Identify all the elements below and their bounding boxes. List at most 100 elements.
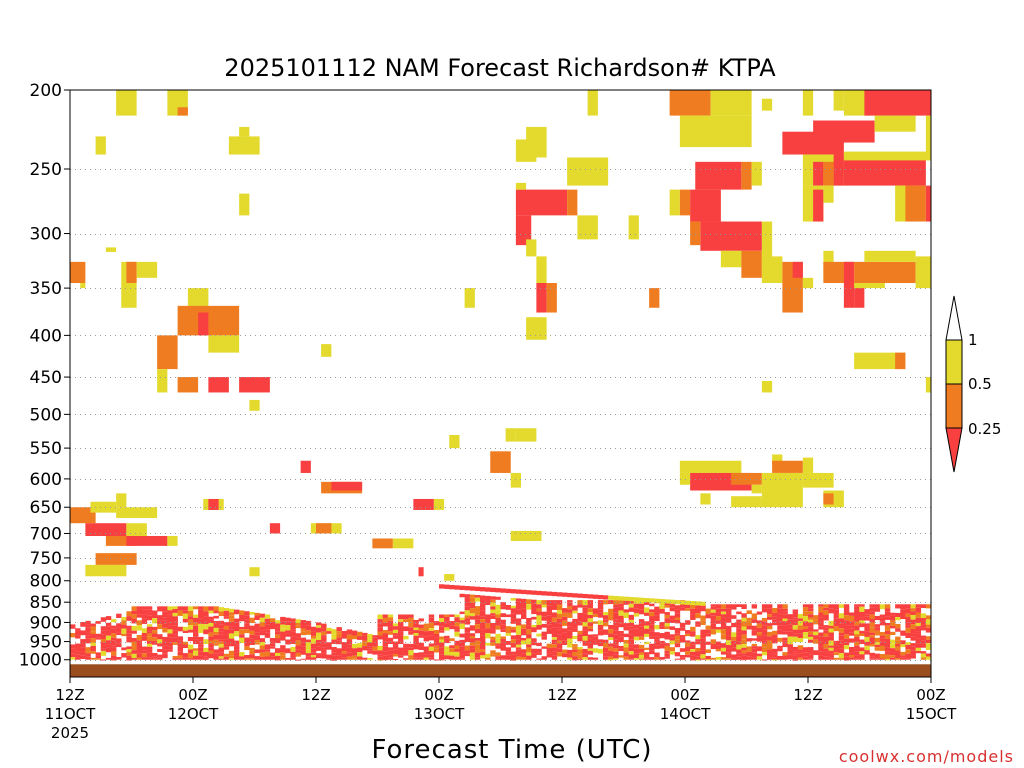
ri-cell-yellow: [182, 613, 189, 619]
ri-cell-yellow: [469, 613, 476, 617]
ri-cell-red: [628, 614, 635, 620]
ri-cell-orange: [254, 642, 260, 645]
x-tick-label: 00Z: [670, 686, 699, 704]
ri-cell-orange: [295, 640, 301, 646]
ri-cell-red: [695, 624, 701, 627]
ri-cell-yellow: [618, 610, 624, 614]
ri-cell-red: [223, 639, 230, 644]
ri-cell-red: [357, 636, 363, 640]
ri-cell-red: [613, 612, 619, 617]
ri-cell-red: [690, 644, 696, 650]
ri-cell-red: [136, 653, 143, 658]
ri-cell-red: [710, 644, 717, 650]
ri-cell-red: [669, 634, 676, 638]
ri-cell-red: [346, 652, 353, 657]
ri-cell-red: [536, 625, 542, 630]
ri-cell-orange: [900, 651, 906, 656]
ri-cell-red: [264, 649, 271, 652]
ri-cell-red: [428, 617, 435, 623]
ri-cell-yellow: [249, 399, 260, 411]
ri-cell-red: [925, 639, 931, 644]
ri-cell-yellow: [741, 644, 747, 648]
ri-cell-red: [116, 632, 122, 636]
ri-cell-orange: [838, 628, 845, 633]
ri-cell-red: [705, 641, 711, 645]
ri-cell-red: [203, 629, 209, 635]
y-tick-label: 300: [30, 225, 62, 245]
ri-cell-red: [900, 604, 906, 610]
ri-cell-red: [726, 648, 732, 653]
ri-cell-red: [690, 614, 696, 620]
ri-cell-red: [213, 623, 219, 628]
ri-cell-orange: [915, 612, 922, 618]
ri-cell-red: [254, 627, 260, 633]
ri-cell-orange: [152, 630, 158, 634]
ri-cell-yellow: [925, 656, 931, 660]
ri-cell-red: [162, 653, 168, 659]
ri-cell-red: [874, 658, 881, 660]
ri-cell-red: [141, 614, 148, 619]
ri-cell-orange: [674, 617, 681, 620]
ri-cell-red: [193, 639, 199, 645]
ri-cell-red: [85, 627, 91, 633]
ri-cell-red: [756, 637, 763, 642]
ri-cell-yellow: [485, 653, 491, 658]
ri-cell-red: [162, 645, 168, 650]
ri-cell-yellow: [751, 161, 762, 186]
ri-cell-red: [480, 622, 486, 626]
ri-cell-yellow: [792, 636, 799, 642]
ri-cell-red: [310, 626, 317, 632]
ri-cell-orange: [136, 635, 143, 641]
ri-cell-red: [920, 635, 927, 641]
ri-cell-red: [341, 630, 348, 634]
ri-cell-yellow: [85, 564, 127, 577]
ri-cell-red: [736, 635, 742, 642]
ri-cell-orange: [228, 615, 235, 619]
ri-cell-red: [408, 631, 414, 635]
ri-cell-yellow: [726, 640, 732, 646]
ri-cell-yellow: [700, 601, 706, 606]
ri-cell-orange: [705, 608, 711, 615]
ri-cell-yellow: [249, 612, 255, 615]
plot-frame: [69, 89, 932, 678]
ri-cell-red: [582, 607, 588, 614]
ri-cell-yellow: [116, 90, 137, 116]
ri-cell-red: [474, 586, 481, 592]
ri-cell-red: [808, 658, 814, 660]
ri-cell-red: [772, 616, 778, 620]
ri-cell-yellow: [526, 126, 547, 158]
ri-cell-red: [808, 634, 814, 637]
ri-cell-red: [141, 636, 148, 641]
ground-band: [70, 664, 931, 677]
ri-cell-red: [480, 616, 486, 620]
ri-cell-red: [849, 638, 855, 643]
ri-cell-red: [264, 629, 271, 633]
x-tick-label: 11OCT: [45, 705, 96, 723]
ri-cell-yellow: [797, 613, 804, 619]
ri-cell-red: [567, 649, 573, 655]
ri-cell-red: [710, 606, 717, 610]
ri-cell-red: [603, 595, 609, 600]
ri-cell-orange: [751, 613, 758, 617]
ri-cell-red: [85, 638, 91, 644]
ri-cell-red: [495, 596, 501, 600]
ri-cell-orange: [623, 639, 629, 644]
ri-cell-red: [193, 629, 199, 633]
ri-cell-red: [418, 652, 424, 655]
ri-cell-red: [459, 658, 465, 660]
ri-cell-red: [111, 645, 117, 648]
ri-cell-red: [833, 609, 840, 615]
ri-cell-red: [480, 595, 486, 600]
ri-cell-orange: [259, 652, 266, 657]
ri-cell-yellow: [392, 629, 399, 634]
ri-cell-red: [556, 634, 563, 638]
ri-cell-orange: [700, 615, 706, 621]
ri-cell-orange: [305, 630, 312, 635]
ri-cell-red: [198, 312, 209, 336]
ri-cell-red: [849, 632, 855, 636]
ri-cell-orange: [854, 621, 860, 626]
ri-cell-red: [864, 626, 870, 632]
ri-cell-red: [859, 654, 865, 659]
ri-cell-red: [664, 653, 670, 657]
ri-cell-red: [480, 629, 486, 633]
